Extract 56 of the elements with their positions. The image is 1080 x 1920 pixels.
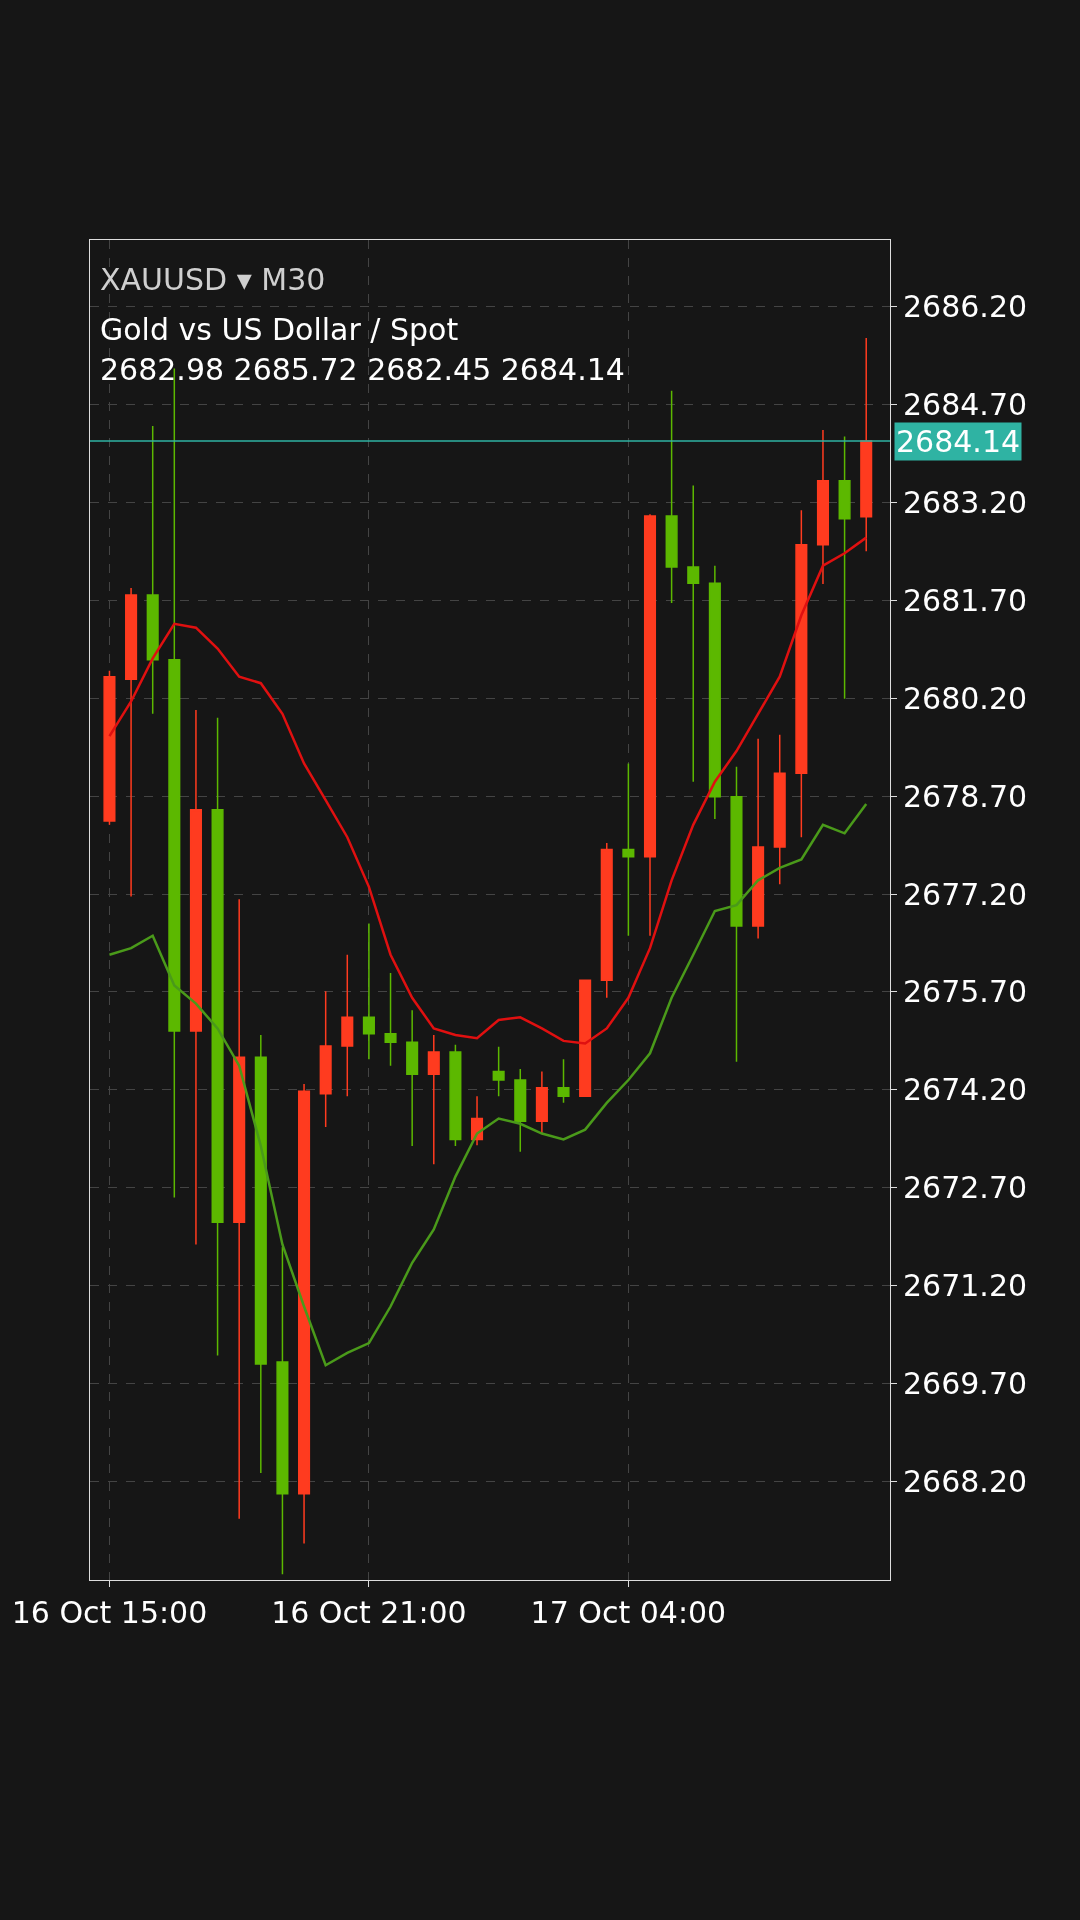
candlestick <box>579 979 592 1098</box>
candlestick <box>362 922 375 1060</box>
candlestick <box>535 1070 548 1135</box>
candlestick <box>600 842 613 999</box>
y-tick-label: 2680.20 <box>903 680 1028 716</box>
ref-line-label: 2684.14 <box>896 424 1021 459</box>
candlestick <box>146 425 159 715</box>
line-series <box>108 802 868 1367</box>
candlestick <box>687 484 700 783</box>
candlestick <box>189 709 202 1246</box>
candlestick <box>773 734 786 885</box>
annotation: 2682.98 2685.72 2682.45 2684.14 <box>100 352 625 387</box>
candlestick <box>816 429 830 585</box>
x-tick-label: 17 Oct 04:00 <box>530 1595 727 1630</box>
candlestick <box>708 564 721 820</box>
y-tick-label: 2677.20 <box>903 876 1028 912</box>
y-tick-label: 2678.70 <box>903 778 1028 814</box>
candlestick <box>298 1083 311 1545</box>
y-tick-label: 2683.20 <box>903 484 1028 520</box>
candlestick <box>125 587 138 898</box>
y-tick-label: 2674.20 <box>903 1072 1028 1108</box>
y-tick-label: 2681.70 <box>903 582 1028 618</box>
text: Gold vs US Dollar / Spot <box>100 312 459 347</box>
y-tick-label: 2686.20 <box>903 289 1028 325</box>
candlestick <box>557 1058 570 1104</box>
y-tick-label: 2671.20 <box>903 1268 1028 1304</box>
candlestick <box>254 1034 267 1474</box>
y-tick-label: 2668.20 <box>903 1463 1028 1499</box>
candlestick <box>406 1009 419 1147</box>
line-series <box>108 536 868 1045</box>
y-tick-label: 2669.70 <box>903 1366 1028 1402</box>
candlestick <box>211 717 224 1357</box>
candlestick <box>730 765 743 1063</box>
text: XAUUSD ▾ M30 <box>100 262 326 297</box>
candlestick <box>795 509 808 838</box>
candlestick <box>427 1034 440 1165</box>
candlestick <box>643 513 657 937</box>
candlestick <box>752 737 765 940</box>
candlestick <box>514 1068 527 1153</box>
candlestick <box>233 898 246 1520</box>
candlestick <box>384 972 397 1067</box>
candlestick <box>665 390 678 604</box>
candlestick <box>492 1045 505 1098</box>
candlestick <box>276 1246 289 1575</box>
candlestick <box>838 435 851 700</box>
candlestick <box>319 990 332 1128</box>
candlestick <box>622 762 635 937</box>
candlestick <box>860 337 873 553</box>
candlestick <box>449 1044 462 1147</box>
candlestick <box>103 670 116 826</box>
y-tick-label: 2684.70 <box>903 386 1028 422</box>
x-tick-label: 16 Oct 15:00 <box>11 1595 208 1630</box>
y-tick-label: 2675.70 <box>903 974 1028 1010</box>
x-tick-label: 16 Oct 21:00 <box>271 1595 467 1630</box>
y-tick-label: 2672.70 <box>903 1170 1028 1206</box>
candlestick <box>341 953 354 1098</box>
